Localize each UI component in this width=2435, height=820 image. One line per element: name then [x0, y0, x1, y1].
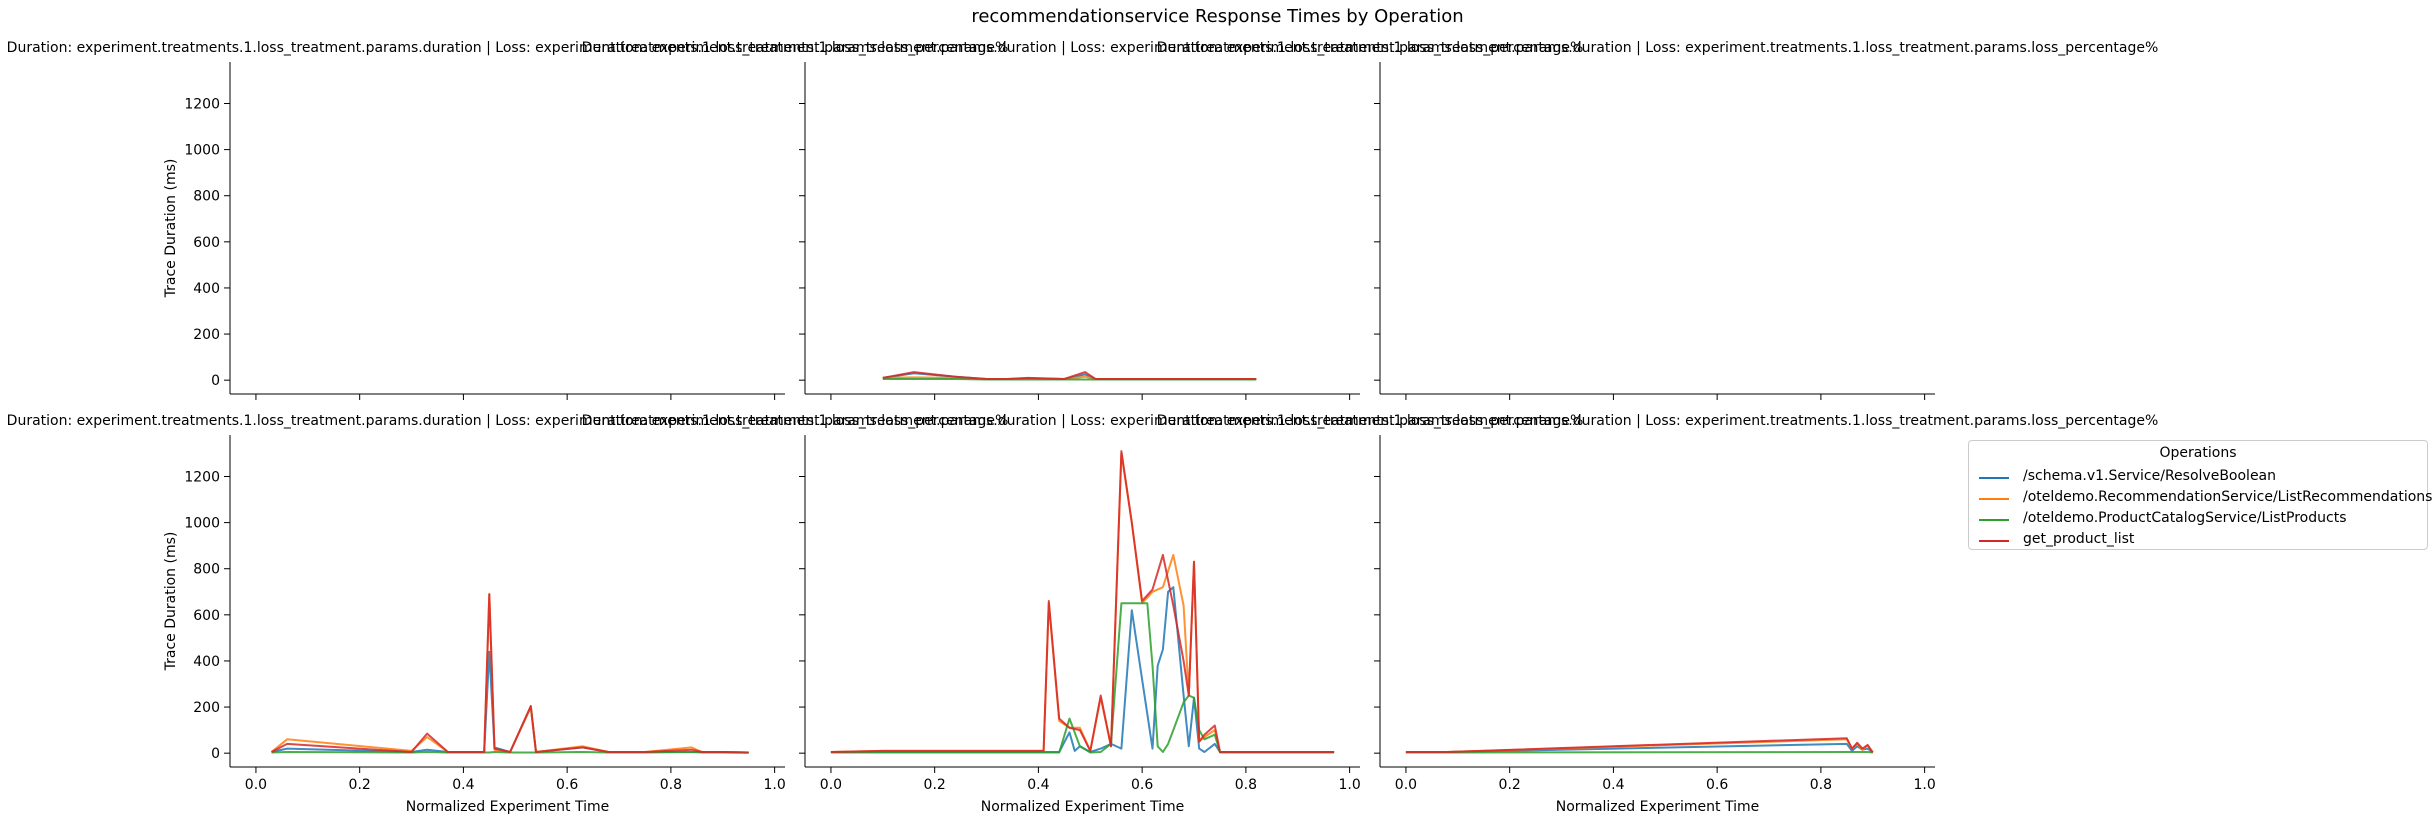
x-tick-label: 0.2 — [924, 777, 946, 793]
x-tick-label: 0.4 — [1602, 777, 1624, 793]
y-tick-label: 0 — [211, 373, 220, 389]
x-tick-label: 0.8 — [1235, 777, 1257, 793]
legend-label: /schema.v1.Service/ResolveBoolean — [2023, 468, 2277, 484]
series-line — [882, 371, 1257, 380]
subplot-title: Duration: experiment.treatments.1.loss_t… — [582, 40, 1584, 56]
x-tick-label: 1.0 — [763, 777, 785, 793]
series-line — [830, 586, 1335, 753]
y-tick-label: 0 — [211, 746, 220, 762]
series-line — [1405, 751, 1873, 754]
x-tick-label: 0.8 — [660, 777, 682, 793]
legend: Operations /schema.v1.Service/ResolveBoo… — [1968, 440, 2432, 550]
legend-swatch — [1979, 519, 2009, 521]
subplot-title: Duration: experiment.treatments.1.loss_t… — [7, 40, 1009, 56]
x-tick-label: 0.2 — [1499, 777, 1521, 793]
subplot-5: Duration: experiment.treatments.1.loss_t… — [582, 413, 1584, 815]
figure-title: recommendationservice Response Times by … — [971, 6, 1464, 27]
x-axis-label: Normalized Experiment Time — [981, 799, 1184, 815]
x-tick-label: 0.8 — [1810, 777, 1832, 793]
series-line — [1405, 737, 1874, 754]
x-tick-label: 0.6 — [556, 777, 578, 793]
legend-title: Operations — [2159, 445, 2237, 461]
y-tick-label: 1200 — [184, 470, 220, 486]
subplot-title: Duration: experiment.treatments.1.loss_t… — [7, 413, 1009, 429]
x-tick-label: 1.0 — [1338, 777, 1360, 793]
x-tick-label: 0.0 — [820, 777, 842, 793]
x-tick-label: 0.6 — [1131, 777, 1153, 793]
subplot-2: Duration: experiment.treatments.1.loss_t… — [582, 40, 1584, 400]
y-tick-label: 400 — [193, 654, 220, 670]
x-tick-label: 1.0 — [1913, 777, 1935, 793]
y-tick-label: 800 — [193, 189, 220, 205]
subplot-4: Duration: experiment.treatments.1.loss_t… — [7, 413, 1009, 815]
y-tick-label: 1200 — [184, 97, 220, 113]
y-tick-label: 200 — [193, 327, 220, 343]
y-tick-label: 1000 — [184, 143, 220, 159]
y-tick-label: 600 — [193, 608, 220, 624]
y-tick-label: 400 — [193, 281, 220, 297]
series-line — [270, 593, 749, 754]
subplot-title: Duration: experiment.treatments.1.loss_t… — [582, 413, 1584, 429]
y-tick-label: 800 — [193, 562, 220, 578]
subplot-title: Duration: experiment.treatments.1.loss_t… — [1157, 413, 2159, 429]
x-tick-label: 0.4 — [452, 777, 474, 793]
subplot-title: Duration: experiment.treatments.1.loss_t… — [1157, 40, 2159, 56]
y-tick-label: 600 — [193, 235, 220, 251]
x-tick-label: 0.2 — [349, 777, 371, 793]
y-tick-label: 200 — [193, 700, 220, 716]
subplot-1: Duration: experiment.treatments.1.loss_t… — [7, 40, 1009, 400]
series-line — [271, 751, 749, 754]
series-line — [271, 593, 749, 754]
legend-swatch — [1979, 540, 2009, 542]
legend-label: get_product_list — [2023, 531, 2135, 547]
x-tick-label: 0.4 — [1027, 777, 1049, 793]
y-axis-label: Trace Duration (ms) — [163, 532, 179, 672]
x-tick-label: 0.6 — [1706, 777, 1728, 793]
legend-swatch — [1979, 498, 2009, 500]
series-line — [830, 452, 1335, 753]
legend-swatch — [1979, 477, 2009, 479]
subplot-3: Duration: experiment.treatments.1.loss_t… — [1157, 40, 2159, 400]
x-tick-label: 0.0 — [245, 777, 267, 793]
subplot-6: Duration: experiment.treatments.1.loss_t… — [1157, 413, 2159, 815]
series-line — [271, 650, 749, 754]
series-line — [830, 450, 1335, 753]
x-axis-label: Normalized Experiment Time — [1556, 799, 1759, 815]
legend-label: /oteldemo.RecommendationService/ListReco… — [2023, 489, 2433, 505]
y-tick-label: 1000 — [184, 516, 220, 532]
x-axis-label: Normalized Experiment Time — [406, 799, 609, 815]
x-tick-label: 0.0 — [1395, 777, 1417, 793]
legend-label: /oteldemo.ProductCatalogService/ListProd… — [2023, 510, 2347, 526]
y-axis-label: Trace Duration (ms) — [163, 159, 179, 299]
series-line — [830, 602, 1335, 754]
